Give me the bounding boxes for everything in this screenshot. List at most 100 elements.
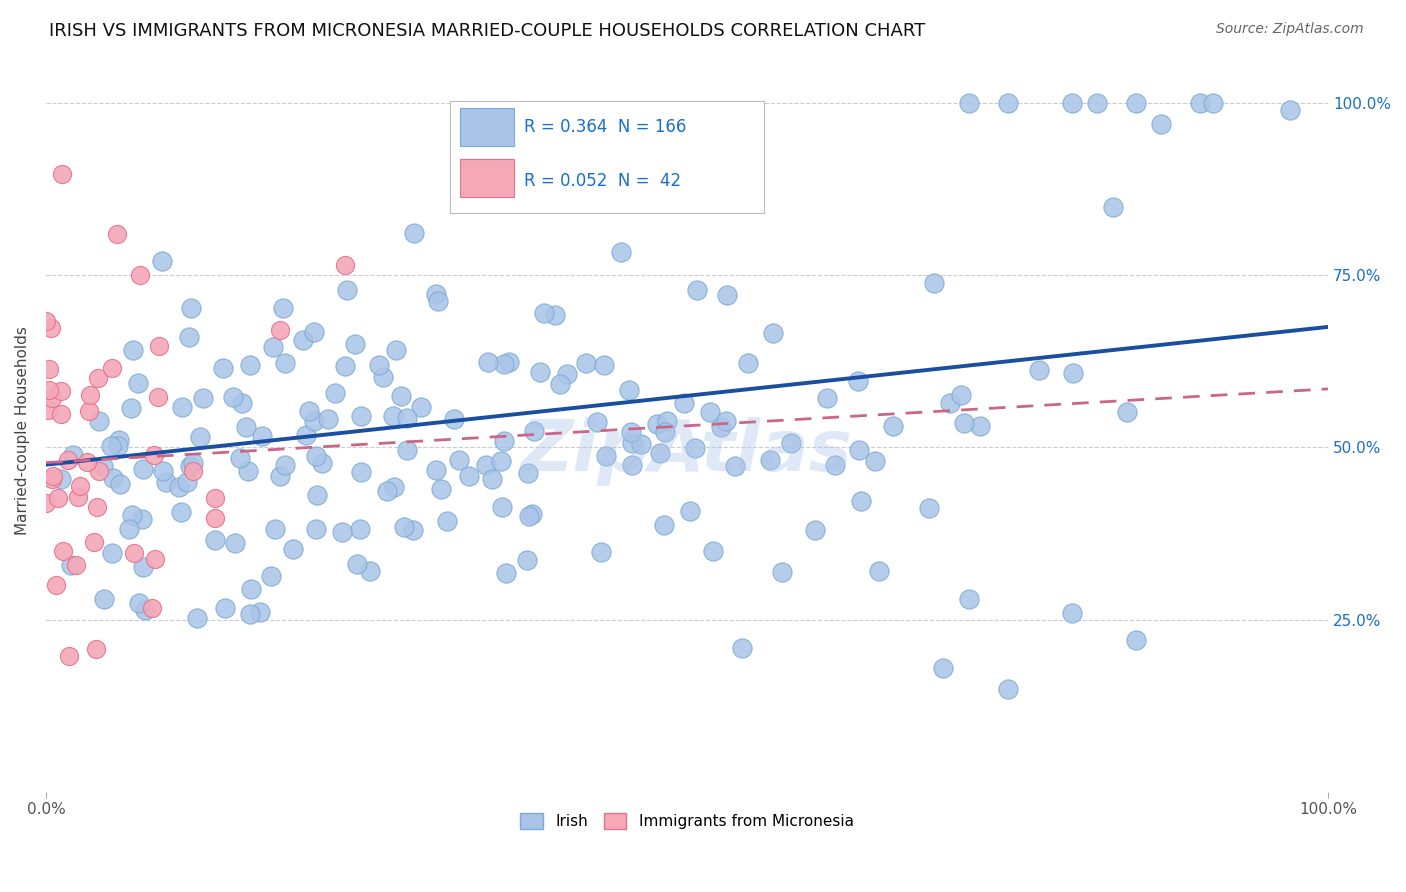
Point: [122, 546, 145, 560]
Point: [349, 522, 371, 536]
Point: [76, 455, 98, 469]
Point: [475, 458, 498, 473]
Point: [143, 552, 166, 566]
Point: [1125, 95, 1147, 110]
Point: [274, 458, 297, 472]
Point: [271, 301, 294, 315]
Text: R = 0.364  N = 166: R = 0.364 N = 166: [524, 118, 686, 136]
Point: [492, 357, 515, 371]
Point: [686, 283, 709, 297]
Point: [176, 475, 198, 490]
Point: [593, 358, 616, 372]
Point: [51, 408, 73, 422]
Point: [84, 642, 107, 657]
Point: [494, 434, 516, 449]
Point: [69, 478, 91, 492]
Point: [917, 500, 939, 515]
Point: [45, 578, 67, 592]
Point: [58, 649, 80, 664]
Point: [181, 464, 204, 478]
Point: [1278, 103, 1301, 117]
Point: [425, 287, 447, 301]
Point: [101, 546, 124, 560]
Point: [953, 416, 976, 430]
Point: [86, 500, 108, 514]
Point: [131, 560, 153, 574]
Point: [305, 449, 328, 463]
Point: [824, 458, 846, 473]
Point: [702, 544, 724, 558]
Point: [250, 428, 273, 442]
Point: [367, 358, 389, 372]
Point: [381, 409, 404, 423]
Point: [83, 535, 105, 549]
Point: [630, 436, 652, 450]
Point: [679, 504, 702, 518]
Point: [384, 343, 406, 358]
Point: [229, 451, 252, 466]
Point: [350, 466, 373, 480]
Point: [957, 592, 980, 607]
Point: [924, 276, 946, 290]
FancyBboxPatch shape: [460, 159, 515, 196]
Point: [481, 472, 503, 486]
Point: [35, 496, 58, 510]
Point: [264, 522, 287, 536]
Point: [56, 453, 79, 467]
Point: [38, 384, 60, 398]
Point: [292, 334, 315, 348]
Point: [724, 459, 747, 474]
Point: [648, 446, 671, 460]
Point: [865, 454, 887, 468]
Point: [179, 459, 201, 474]
Point: [458, 468, 481, 483]
Point: [41, 391, 63, 405]
Point: [969, 419, 991, 434]
Point: [716, 288, 738, 302]
Point: [304, 325, 326, 339]
Point: [427, 294, 450, 309]
Point: [67, 491, 90, 505]
Point: [544, 308, 567, 322]
Text: IRISH VS IMMIGRANTS FROM MICRONESIA MARRIED-COUPLE HOUSEHOLDS CORRELATION CHART: IRISH VS IMMIGRANTS FROM MICRONESIA MARR…: [49, 22, 925, 40]
Point: [35, 313, 58, 327]
Point: [41, 468, 63, 483]
Point: [224, 536, 246, 550]
Point: [591, 545, 613, 559]
Point: [262, 340, 284, 354]
Point: [1060, 95, 1083, 110]
Point: [402, 523, 425, 537]
Text: Source: ZipAtlas.com: Source: ZipAtlas.com: [1216, 22, 1364, 37]
Point: [122, 343, 145, 357]
Point: [186, 611, 208, 625]
Point: [672, 396, 695, 410]
Point: [100, 439, 122, 453]
Point: [620, 425, 643, 439]
Point: [848, 442, 870, 457]
Point: [737, 356, 759, 370]
Point: [1202, 95, 1225, 110]
Point: [148, 339, 170, 353]
Point: [516, 553, 538, 567]
Point: [575, 356, 598, 370]
Point: [950, 388, 973, 402]
Point: [436, 514, 458, 528]
Point: [882, 418, 904, 433]
Point: [447, 453, 470, 467]
Point: [37, 403, 59, 417]
Point: [260, 569, 283, 583]
Point: [121, 508, 143, 522]
Point: [305, 522, 328, 536]
Point: [523, 424, 546, 438]
Point: [120, 401, 142, 415]
Point: [595, 450, 617, 464]
Point: [555, 368, 578, 382]
Point: [346, 557, 368, 571]
Point: [617, 384, 640, 398]
Point: [477, 355, 499, 369]
Point: [359, 564, 381, 578]
Point: [89, 465, 111, 479]
Point: [107, 433, 129, 447]
Legend: Irish, Immigrants from Micronesia: Irish, Immigrants from Micronesia: [515, 806, 860, 835]
Point: [204, 491, 226, 505]
